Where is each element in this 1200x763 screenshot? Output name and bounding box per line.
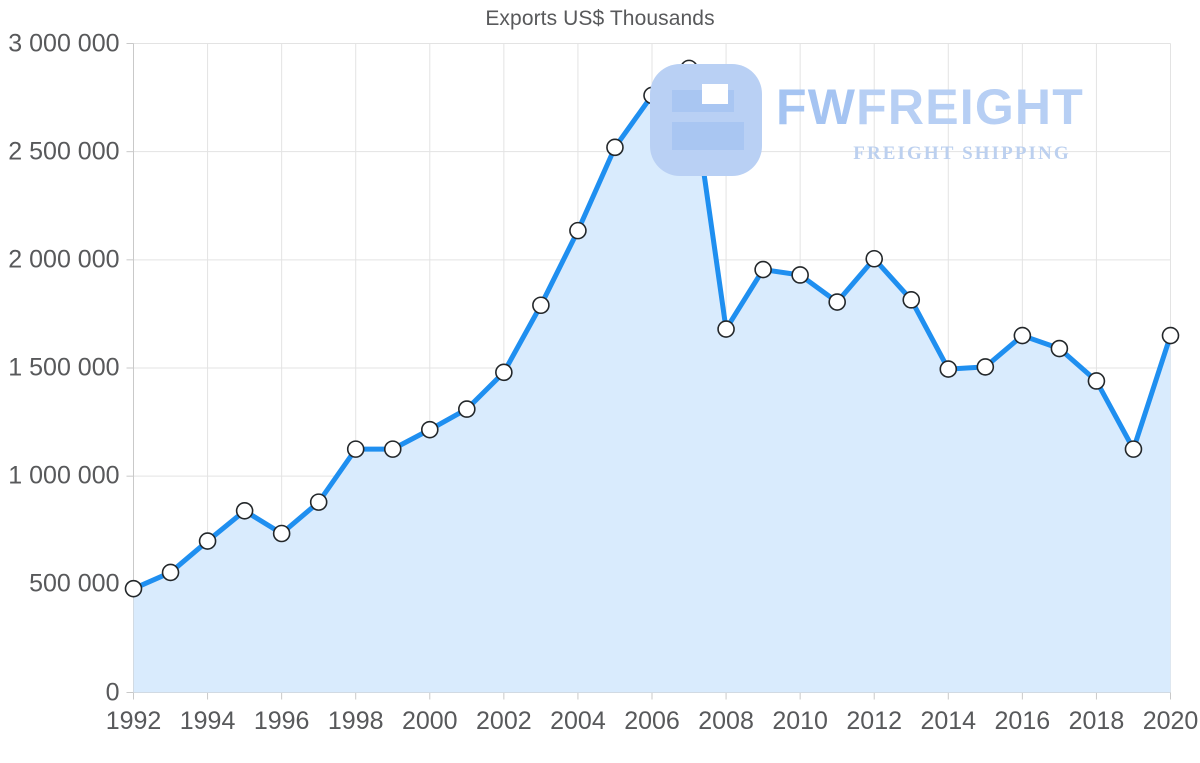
- data-point-marker[interactable]: [1087, 372, 1106, 390]
- y-axis-tick-label: 3 000 000: [8, 29, 120, 57]
- data-point-marker[interactable]: [420, 420, 439, 439]
- y-axis-tick-label: 1 000 000: [8, 461, 120, 490]
- y-axis-tick-label: 1 500 000: [8, 353, 120, 382]
- x-axis-tick-label: 2010: [772, 706, 828, 735]
- data-point-marker[interactable]: [235, 501, 254, 520]
- data-point-marker[interactable]: [495, 363, 513, 382]
- x-axis-tick-label: 1992: [105, 706, 162, 735]
- x-axis-tick-label: 2006: [624, 706, 680, 735]
- data-point-marker[interactable]: [976, 358, 995, 376]
- data-point-marker[interactable]: [346, 440, 365, 458]
- x-axis-tick-label: 2004: [550, 706, 606, 735]
- data-point-marker[interactable]: [569, 221, 587, 240]
- data-point-marker[interactable]: [902, 291, 921, 309]
- data-point-marker[interactable]: [791, 266, 809, 284]
- data-point-marker[interactable]: [717, 320, 735, 338]
- data-point-marker[interactable]: [939, 360, 958, 378]
- data-point-marker[interactable]: [1050, 339, 1069, 358]
- chart-area-fill: [133, 68, 1171, 693]
- data-point-marker[interactable]: [1013, 326, 1032, 345]
- chart-title: Exports US$ Thousands: [485, 7, 715, 30]
- data-point-marker[interactable]: [272, 524, 291, 543]
- x-axis-tick-label: 1994: [179, 706, 236, 735]
- x-axis-tick-label: 2016: [994, 706, 1051, 735]
- x-axis-tick-label: 2008: [698, 706, 754, 735]
- x-axis-tick-label: 2018: [1068, 706, 1125, 735]
- x-axis-tick-label: 2020: [1142, 706, 1199, 735]
- y-axis-tick-label: 0: [105, 678, 120, 706]
- data-point-marker[interactable]: [754, 260, 772, 279]
- y-axis-tick-label: 2 500 000: [8, 137, 120, 166]
- data-point-marker[interactable]: [643, 86, 661, 105]
- y-axis-tick-label: 2 000 000: [8, 245, 120, 274]
- x-axis-tick-label: 2012: [846, 706, 903, 735]
- data-point-marker[interactable]: [865, 249, 884, 268]
- data-point-marker[interactable]: [532, 296, 550, 315]
- data-point-marker[interactable]: [458, 400, 476, 418]
- x-axis-tick-label: 1996: [253, 706, 310, 735]
- data-point-marker[interactable]: [606, 138, 624, 157]
- data-point-marker[interactable]: [828, 293, 846, 311]
- data-point-marker[interactable]: [161, 563, 180, 582]
- data-point-marker[interactable]: [383, 440, 402, 458]
- y-axis-tick-label: 500 000: [29, 569, 120, 598]
- data-point-marker[interactable]: [124, 579, 143, 598]
- data-point-marker[interactable]: [680, 59, 698, 78]
- x-axis-tick-label: 1998: [327, 706, 384, 735]
- data-point-marker[interactable]: [1124, 440, 1143, 458]
- x-axis-tick-label: 2014: [920, 706, 977, 735]
- chart-data-markers: [124, 59, 1180, 598]
- x-axis-tick-label: 2000: [401, 706, 458, 735]
- x-axis-tick-label: 2002: [476, 706, 532, 735]
- data-point-marker[interactable]: [198, 532, 217, 550]
- data-point-marker[interactable]: [309, 493, 328, 511]
- data-point-marker[interactable]: [1161, 326, 1180, 345]
